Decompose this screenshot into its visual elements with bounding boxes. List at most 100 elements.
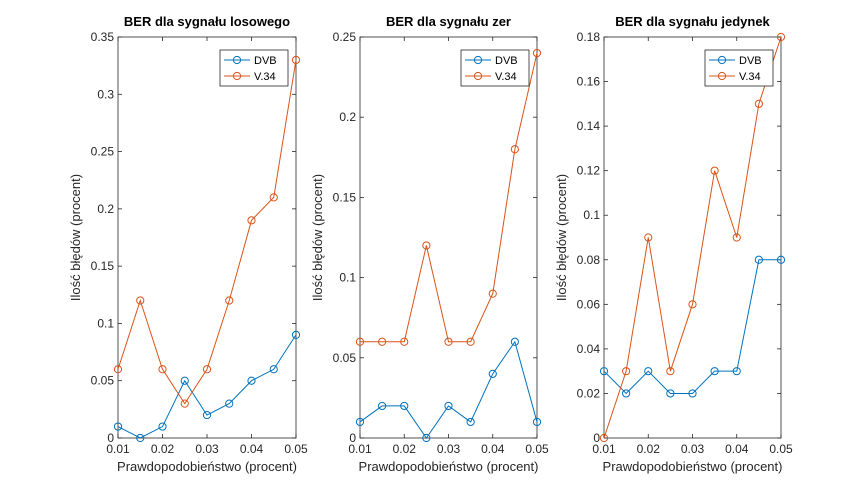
y-tick-label: 0.14: [577, 119, 601, 133]
legend-marker: [232, 71, 242, 81]
y-tick-label: 0.16: [577, 75, 601, 89]
y-tick-label: 0.04: [577, 342, 601, 356]
data-point: [776, 32, 786, 42]
legend-marker: [717, 71, 727, 81]
data-point: [666, 389, 675, 398]
series-v34: [599, 32, 786, 443]
x-tick-label: 0.01: [348, 442, 372, 456]
plot-area: [359, 36, 538, 439]
y-tick-label: 0: [107, 431, 114, 445]
legend-marker: [473, 71, 483, 81]
y-tick-label: 0.1: [97, 316, 114, 330]
data-point: [180, 399, 189, 408]
subplot-3: 0.01 0.02 0.03 0.04 0.05 0 0.02 0.04 0.06 0.08 0.1…: [554, 14, 793, 474]
x-tick-label: 0.05: [284, 442, 308, 456]
legend-marker: [473, 55, 483, 65]
data-point: [732, 367, 741, 376]
y-tick-label: 0.15: [333, 190, 357, 204]
legend-box: [219, 49, 289, 87]
series-v34: [355, 48, 542, 346]
x-tick-label: 0.02: [637, 442, 661, 456]
y-axis-label: Ilość błędów (procent): [68, 174, 83, 301]
subplot-2: 0.01 0.02 0.03 0.04 0.05 0 0.05 0.1 0.15 0.2 0.25 B…: [310, 14, 549, 474]
x-tick-label: 0.02: [151, 442, 175, 456]
series-line: [359, 340, 538, 439]
y-tick-label: 0.05: [91, 374, 115, 388]
data-point: [378, 337, 387, 346]
plot-area: [117, 36, 297, 439]
y-axis-label: Ilość błędów (procent): [310, 174, 325, 301]
data-point: [247, 376, 256, 385]
y-tick-label: 0.02: [577, 386, 601, 400]
data-point: [136, 433, 145, 443]
data-point: [225, 399, 234, 408]
data-point: [510, 145, 519, 154]
series-v34: [113, 55, 301, 408]
chart-title: BER dla sygnału jedynek: [615, 14, 770, 29]
chart-title: BER dla sygnału losowego: [124, 14, 290, 29]
data-point: [776, 255, 786, 264]
y-axis-label: Ilość błędów (procent): [554, 174, 569, 301]
series-line: [117, 59, 297, 405]
series-dvb: [599, 255, 786, 398]
data-point: [269, 365, 278, 374]
y-tick-label: 0: [593, 431, 600, 445]
y-tick-label: 0.1: [583, 208, 600, 222]
data-point: [754, 99, 763, 108]
data-point: [532, 417, 542, 427]
legend-label: V.34: [254, 71, 276, 83]
legend-label: V.34: [739, 71, 761, 83]
y-tick-label: 0.18: [577, 30, 601, 44]
data-point: [378, 401, 387, 411]
data-point: [158, 365, 167, 374]
data-point: [444, 401, 453, 411]
y-tick-label: 0.08: [577, 253, 601, 267]
data-point: [599, 433, 609, 443]
legend-label: DVB: [495, 55, 518, 67]
x-tick-label: 0.05: [769, 442, 793, 456]
y-tick-label: 0.2: [339, 110, 356, 124]
data-point: [113, 365, 123, 374]
plot-area: [603, 36, 782, 439]
x-tick-label: 0.01: [592, 442, 616, 456]
data-point: [158, 422, 167, 431]
data-point: [754, 255, 763, 264]
data-point: [666, 367, 675, 376]
legend-label: DVB: [254, 55, 277, 67]
data-point: [291, 55, 301, 65]
x-tick-label: 0.02: [393, 442, 417, 456]
data-point: [599, 367, 609, 376]
data-point: [622, 367, 631, 376]
data-point: [532, 48, 542, 58]
data-point: [355, 337, 365, 346]
series-line: [603, 259, 781, 395]
legend-marker: [717, 55, 727, 65]
data-point: [400, 337, 409, 346]
x-tick-label: 0.01: [106, 442, 130, 456]
data-point: [488, 369, 497, 378]
x-axis-label: Prawdopodobieństwo (procent): [117, 459, 297, 474]
y-tick-label: 0.3: [97, 87, 114, 101]
data-point: [710, 367, 719, 376]
data-point: [510, 337, 519, 346]
x-tick-label: 0.03: [195, 442, 219, 456]
data-point: [202, 410, 212, 420]
data-point: [202, 365, 212, 374]
x-axis-label: Prawdopodobieństwo (procent): [359, 459, 539, 474]
y-tick-label: 0.12: [577, 164, 601, 178]
data-point: [710, 166, 719, 175]
legend: DVB V.34: [219, 49, 289, 87]
y-tick-label: 0.06: [577, 297, 601, 311]
data-point: [422, 241, 431, 250]
y-tick-label: 0.2: [97, 202, 114, 216]
y-tick-label: 0: [349, 431, 356, 445]
chart-title: BER dla sygnału zer: [386, 14, 511, 29]
legend-box: [460, 49, 530, 87]
data-point: [136, 296, 145, 305]
y-tick-label: 0.25: [91, 145, 115, 159]
data-point: [291, 330, 301, 339]
data-point: [488, 289, 497, 298]
data-point: [644, 233, 653, 242]
y-tick-label: 0.25: [333, 30, 357, 44]
